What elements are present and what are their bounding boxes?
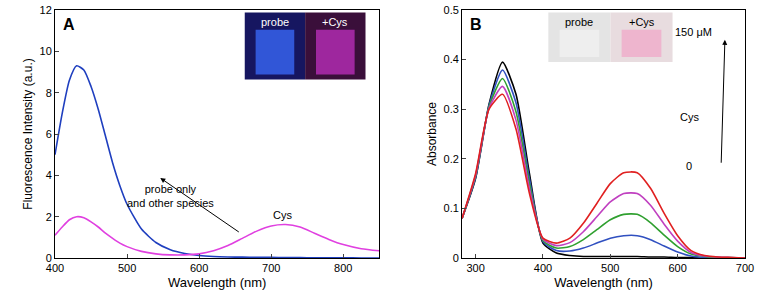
svg-text:+Cys: +Cys xyxy=(322,16,348,28)
svg-text:400: 400 xyxy=(534,262,552,274)
svg-text:Wavelength (nm): Wavelength (nm) xyxy=(554,275,653,290)
svg-text:4: 4 xyxy=(46,169,52,181)
svg-text:6: 6 xyxy=(46,128,52,140)
svg-text:Cys: Cys xyxy=(273,209,292,221)
svg-text:8: 8 xyxy=(46,87,52,99)
svg-text:probe: probe xyxy=(565,16,593,28)
svg-text:Cys: Cys xyxy=(680,111,699,123)
svg-text:probe: probe xyxy=(261,16,289,28)
svg-text:0: 0 xyxy=(46,252,52,264)
svg-text:0: 0 xyxy=(686,160,692,172)
svg-text:0.4: 0.4 xyxy=(444,53,459,65)
svg-text:2: 2 xyxy=(46,211,52,223)
svg-text:150 μM: 150 μM xyxy=(675,26,712,38)
svg-text:A: A xyxy=(63,16,75,33)
svg-text:Absorbance: Absorbance xyxy=(425,102,439,166)
svg-text:+Cys: +Cys xyxy=(629,16,655,28)
svg-text:B: B xyxy=(470,16,482,33)
svg-text:400: 400 xyxy=(46,262,64,274)
svg-text:500: 500 xyxy=(601,262,619,274)
svg-text:500: 500 xyxy=(118,262,136,274)
svg-text:700: 700 xyxy=(262,262,280,274)
svg-text:Wavelength (nm): Wavelength (nm) xyxy=(168,275,267,290)
svg-text:0.3: 0.3 xyxy=(444,103,459,115)
svg-text:12: 12 xyxy=(40,4,52,16)
svg-text:600: 600 xyxy=(190,262,208,274)
svg-text:probe onlyand other species: probe onlyand other species xyxy=(127,183,214,209)
svg-text:Fluorescence Intensity (a.u.): Fluorescence Intensity (a.u.) xyxy=(21,58,35,209)
svg-text:10: 10 xyxy=(40,45,52,57)
svg-text:0.2: 0.2 xyxy=(444,153,459,165)
svg-text:700: 700 xyxy=(736,262,754,274)
svg-text:600: 600 xyxy=(668,262,686,274)
svg-text:0.1: 0.1 xyxy=(444,202,459,214)
svg-text:800: 800 xyxy=(334,262,352,274)
svg-text:0.5: 0.5 xyxy=(444,4,459,16)
svg-text:0: 0 xyxy=(453,252,459,264)
svg-text:300: 300 xyxy=(466,262,484,274)
